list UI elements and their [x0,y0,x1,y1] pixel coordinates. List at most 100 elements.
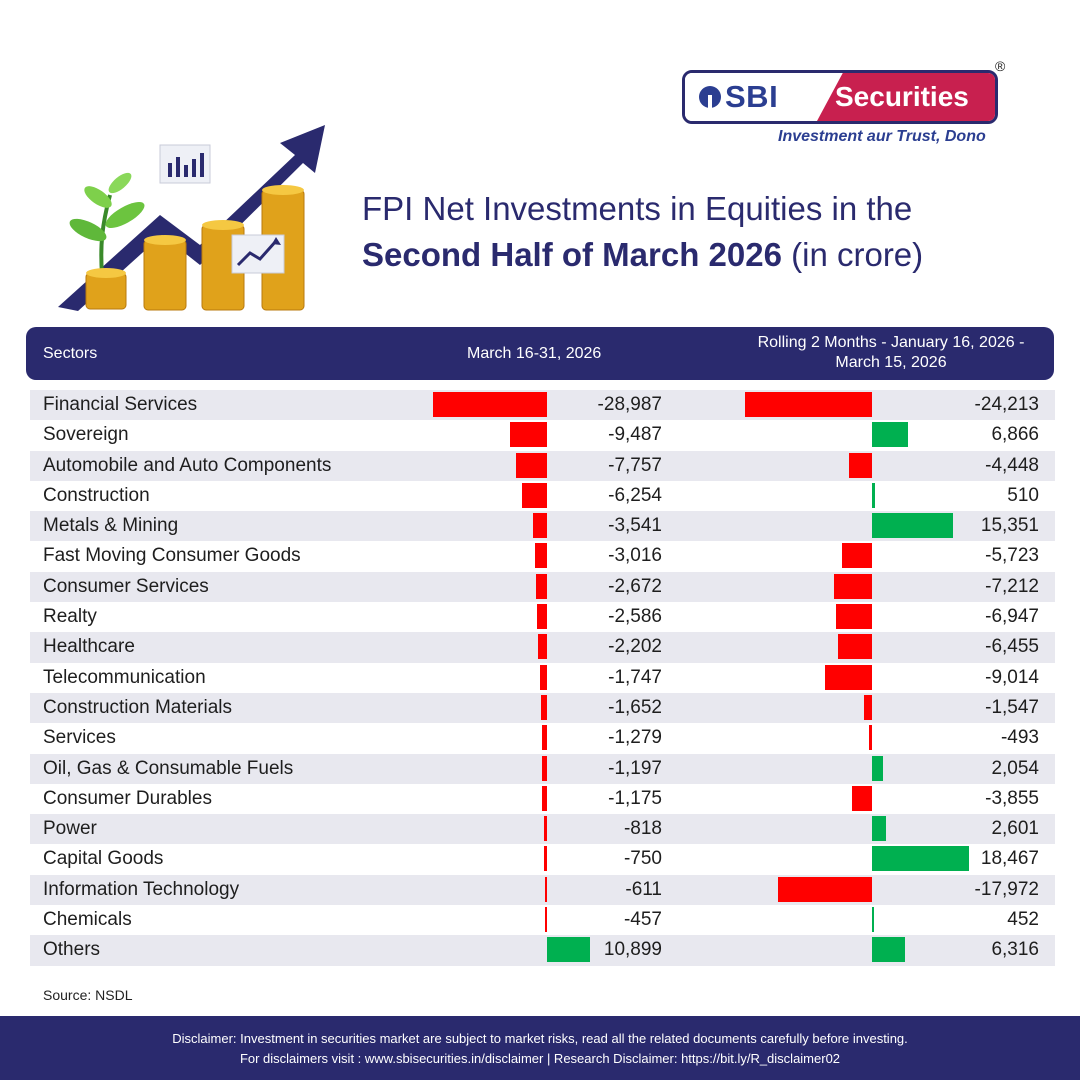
bar-series1 [535,543,547,569]
value-label-series2: -6,947 [985,606,1039,628]
value-label-series2: -1,547 [985,696,1039,718]
sector-label: Construction Materials [43,696,233,718]
value-label-series1: -2,672 [608,575,662,597]
bar-series2 [872,755,883,781]
value-label-series1: -611 [625,878,662,900]
table-row: Automobile and Auto Components -7,757 -4,4… [30,450,1055,481]
growth-arrow-icon [58,125,325,311]
table-row: Construction Materials -1,652 -1,547 [30,692,1055,724]
sector-label: Oil, Gas & Consumable Fuels [43,757,294,779]
sector-label: Services [43,727,116,749]
value-label-series2: -9,014 [985,666,1039,688]
chart-title-line1: FPI Net Investments in Equities in the [362,190,913,227]
bar-series2 [872,937,906,963]
bar-series2 [872,513,953,539]
table-row: Construction -6,254 510 [30,481,1055,511]
sector-label: Chemicals [43,909,132,931]
logo-securities-text: Securities [835,81,969,112]
value-label-series2: 510 [1007,484,1039,506]
bar-series1 [542,785,547,811]
trend-chart-icon [231,234,285,274]
bar-series1 [533,513,547,539]
value-label-series1: -6,254 [608,484,662,506]
value-label-series1: -1,279 [608,727,662,749]
brand-tagline: Investment aur Trust, Dono [778,128,986,145]
bar-series1 [536,573,547,599]
value-label-series2: -6,455 [985,636,1039,658]
value-label-series2: 18,467 [980,848,1039,870]
chart-title-line2: Second Half of March 2026 (in crore) [362,236,923,274]
logo-sbi-text: SBI [725,79,779,114]
bar-series1 [545,907,547,933]
sector-label: Capital Goods [43,848,164,870]
sector-label: Healthcare [43,636,135,658]
header-period1: March 16-31, 2026 [467,345,602,362]
bar-series1 [544,876,547,902]
value-label-series1: -750 [623,848,662,870]
bar-series2 [824,664,872,690]
bar-series1 [542,755,547,781]
bar-series2 [777,876,872,902]
value-label-series1: -1,652 [608,696,662,718]
sector-label: Consumer Services [43,575,209,597]
value-label-series2: -17,972 [974,878,1039,900]
bar-series1 [516,452,547,478]
bar-series1 [543,816,547,842]
growth-illustration [58,125,325,311]
sector-label: Realty [43,606,97,628]
sector-label: Telecommunication [43,666,206,688]
table-row: Sovereign -9,487 6,866 [30,420,1055,450]
registered-mark: ® [995,58,1006,74]
bar-series1 [540,694,547,720]
sector-label: Automobile and Auto Components [43,454,332,476]
value-label-series2: 2,054 [991,757,1039,779]
value-label-series2: 2,601 [991,818,1039,840]
value-label-series1: -1,175 [608,787,662,809]
bar-series2 [841,543,872,569]
value-label-series1: -1,197 [608,757,662,779]
bar-series2 [872,907,875,933]
value-label-series2: 15,351 [980,515,1039,537]
bar-series1 [540,664,547,690]
bar-series2 [745,392,872,417]
value-label-series2: 6,866 [991,424,1039,446]
bar-series2 [838,634,872,660]
table-row: Oil, Gas & Consumable Fuels -1,197 2,054 [30,753,1055,784]
value-label-series2: -24,213 [974,394,1039,415]
table-row: Services -1,279 -493 [30,723,1055,753]
bar-series1 [536,604,547,630]
chart-rows: Financial Services -28,987 -24,213 Sovereig… [30,390,1055,966]
disclaimer-line2: For disclaimers visit : www.sbisecuritie… [239,1051,841,1066]
value-label-series1: -2,202 [608,636,662,658]
sector-label: Power [43,818,97,840]
value-label-series1: -2,586 [608,606,662,628]
bar-series2 [869,725,872,751]
table-row: Consumer Durables -1,175 -3,855 [30,784,1055,814]
bar-series2 [872,482,875,508]
value-label-series1: 10,899 [603,939,662,961]
table-row: Consumer Services -2,672 -7,212 [30,571,1055,603]
value-label-series2: 452 [1007,909,1039,931]
table-row: Telecommunication -1,747 -9,014 [30,663,1055,693]
bar-series2 [835,604,872,630]
bar-series2 [848,452,872,478]
value-label-series1: -7,757 [608,454,662,476]
value-label-series1: -3,541 [608,515,662,537]
table-row: Metals & Mining -3,541 15,351 [30,511,1055,542]
table-row: Fast Moving Consumer Goods -3,016 -5,723 [30,541,1055,571]
source-note: Source: NSDL [43,987,133,1003]
sector-label: Sovereign [43,424,129,446]
sbi-keyhole-icon [699,86,721,108]
value-label-series1: -818 [623,818,662,840]
value-label-series2: 6,316 [991,939,1039,961]
bar-series1 [544,846,547,872]
table-row: Information Technology -611 -17,972 [30,874,1055,906]
value-label-series2: -3,855 [985,787,1039,809]
header-period2: Rolling 2 Months - January 16, 2026 - Ma… [757,334,1025,371]
value-label-series2: -7,212 [985,575,1039,597]
sector-label: Consumer Durables [43,787,212,809]
value-label-series1: -457 [623,909,662,931]
disclaimer-footer: Disclaimer: Investment in securities mar… [0,1016,1080,1080]
bar-series2 [872,422,908,448]
bar-series1 [541,725,547,751]
